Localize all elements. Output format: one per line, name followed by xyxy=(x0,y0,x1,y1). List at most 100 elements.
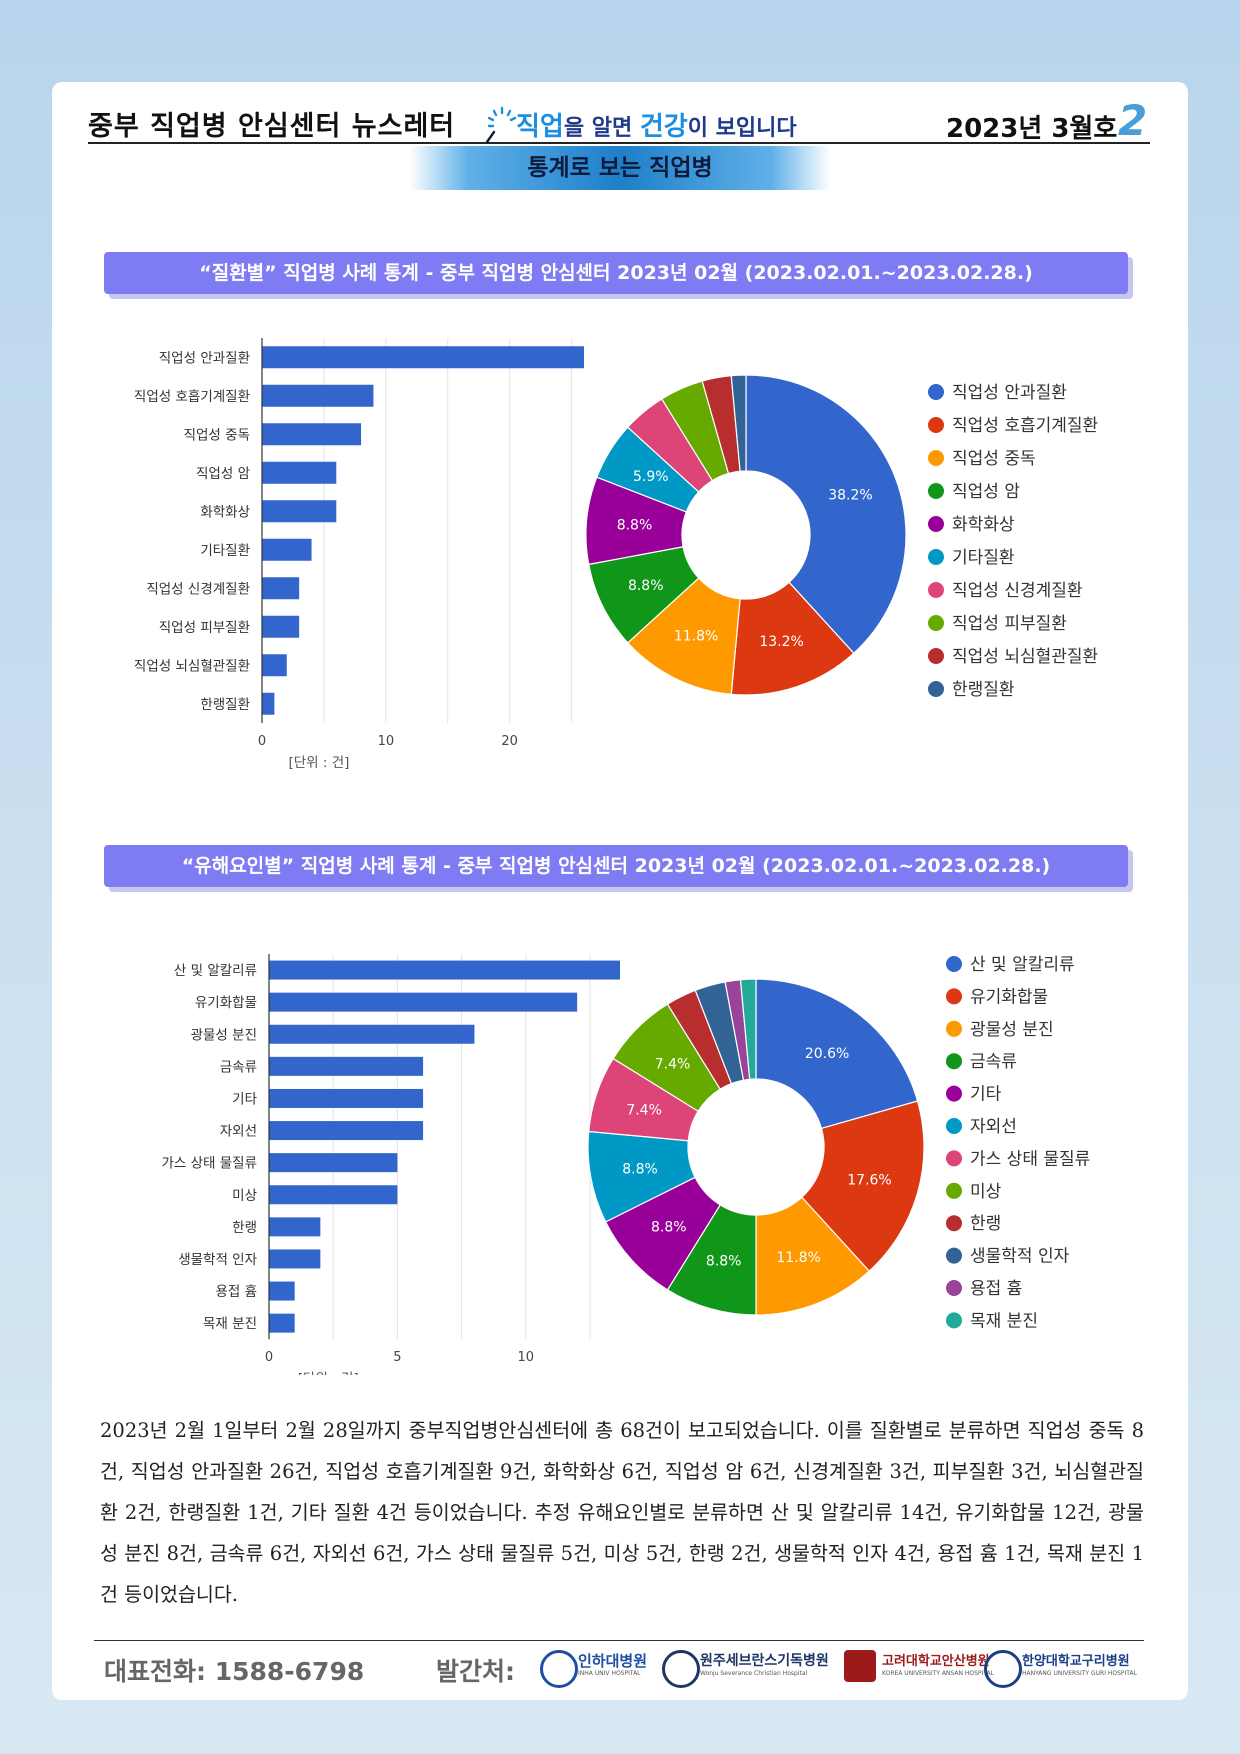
legend-swatch xyxy=(946,1020,962,1037)
section-banner: 통계로 보는 직업병 xyxy=(410,146,830,190)
slice-1 xyxy=(800,1100,925,1273)
category-label: 자외선 xyxy=(220,1124,257,1140)
legend-label: 용접 흄 xyxy=(970,1279,1022,1299)
bar-6 xyxy=(269,1153,398,1173)
bar-3 xyxy=(269,1056,424,1076)
category-label: 직업성 중독 xyxy=(184,427,250,443)
category-label: 직업성 신경계질환 xyxy=(146,581,250,597)
slice-label: 38.2% xyxy=(828,488,872,504)
bar-8 xyxy=(262,654,287,677)
slice-label: 13.2% xyxy=(759,634,803,650)
x-axis-unit-label: [단위 : 건] xyxy=(298,1371,359,1375)
disease-section-title: “질환별” 직업병 사례 통계 - 중부 직업병 안심센터 2023년 02월 … xyxy=(104,252,1128,294)
sparkle-icon xyxy=(485,106,517,144)
legend-label: 유기화합물 xyxy=(970,987,1048,1007)
category-label: 한랭 xyxy=(232,1220,257,1236)
slogan-part-a: 직업 xyxy=(516,112,564,142)
legend-label: 한랭 xyxy=(970,1214,1001,1234)
legend-swatch xyxy=(946,1085,962,1102)
slice-label: 8.8% xyxy=(617,518,653,534)
legend-label: 화학화상 xyxy=(952,515,1015,535)
hanyang-emblem-icon xyxy=(984,1650,1022,1688)
bar-8 xyxy=(269,1217,321,1237)
bar-5 xyxy=(269,1121,424,1141)
bar-1 xyxy=(262,384,374,407)
slice-label: 17.6% xyxy=(847,1172,891,1188)
x-tick-label: 5 xyxy=(393,1350,401,1365)
category-label: 유기화합물 xyxy=(195,995,257,1011)
legend-label: 직업성 신경계질환 xyxy=(952,581,1083,601)
slice-11 xyxy=(739,978,757,1080)
legend-label: 목재 분진 xyxy=(970,1311,1038,1331)
category-label: 금속류 xyxy=(220,1059,257,1075)
bar-2 xyxy=(269,1024,475,1044)
bar-5 xyxy=(262,538,312,561)
inha-emblem-icon xyxy=(540,1650,578,1688)
category-label: 생물학적 인자 xyxy=(178,1252,257,1268)
legend-label: 가스 상태 물질류 xyxy=(970,1149,1090,1169)
legend-swatch xyxy=(928,582,944,598)
slice-label: 7.4% xyxy=(626,1103,662,1119)
slice-label: 8.8% xyxy=(651,1219,687,1235)
severance-emblem-icon xyxy=(662,1650,700,1688)
x-axis-unit-label: [단위 : 건] xyxy=(288,755,349,771)
x-tick-label: 0 xyxy=(265,1350,273,1365)
legend-swatch xyxy=(946,1150,962,1167)
legend-swatch xyxy=(946,988,962,1005)
legend-swatch xyxy=(946,1215,962,1232)
bar-0 xyxy=(269,960,620,980)
newsletter-page xyxy=(52,82,1188,1700)
bar-7 xyxy=(269,1185,398,1205)
hazard-donut-chart: 20.6% 17.6% 11.8% 8.8% 8.8% 8.8% 7.4% 7.4% 산 및 알… xyxy=(587,955,1090,1331)
summary-paragraph: 2023년 2월 1일부터 2월 28일까지 중부직업병안심센터에 총 68건이… xyxy=(100,1419,1144,1606)
legend-label: 산 및 알칼리류 xyxy=(970,955,1075,975)
slogan-part-b: 을 알면 xyxy=(563,116,640,141)
category-label: 직업성 뇌심혈관질환 xyxy=(134,658,250,674)
slice-1 xyxy=(730,581,855,696)
slice-0 xyxy=(755,978,919,1130)
category-label: 직업성 암 xyxy=(196,466,250,482)
slogan-part-d: 이 보입니다 xyxy=(687,116,797,141)
header-divider xyxy=(88,142,1150,144)
legend-swatch xyxy=(928,417,944,433)
legend-swatch xyxy=(928,615,944,631)
legend-label: 미상 xyxy=(970,1182,1002,1202)
bar-2 xyxy=(262,423,362,446)
bar-4 xyxy=(262,500,337,523)
legend-swatch xyxy=(928,450,944,466)
legend-swatch xyxy=(946,1053,962,1070)
category-label: 기타 xyxy=(232,1091,257,1107)
category-label: 기타질환 xyxy=(200,543,250,559)
legend-swatch xyxy=(946,1312,962,1329)
slice-9 xyxy=(730,374,747,472)
newsletter-title: 중부 직업병 안심센터 뉴스레터 xyxy=(88,111,456,142)
bar-9 xyxy=(262,692,275,715)
legend-label: 기타 xyxy=(970,1085,1002,1105)
slogan-part-c: 건강 xyxy=(639,112,688,142)
category-label: 직업성 안과질환 xyxy=(159,350,250,366)
bar-7 xyxy=(262,615,300,638)
page-number: 2 xyxy=(1118,96,1148,145)
legend-swatch xyxy=(928,516,944,532)
slice-label: 11.8% xyxy=(776,1250,820,1266)
category-label: 직업성 호흡기계질환 xyxy=(134,389,250,405)
legend-swatch xyxy=(928,384,944,400)
korea-univ-shield-icon xyxy=(844,1650,876,1682)
bar-0 xyxy=(262,346,584,369)
bar-10 xyxy=(269,1281,295,1301)
category-label: 한랭질환 xyxy=(200,697,250,713)
footer-phone: 대표전화: 1588-6798 xyxy=(104,1657,365,1686)
legend-label: 직업성 뇌심혈관질환 xyxy=(952,647,1098,667)
category-label: 미상 xyxy=(232,1188,257,1204)
slice-0 xyxy=(745,374,907,655)
legend-swatch xyxy=(946,1182,962,1199)
legend-label: 한랭질환 xyxy=(952,680,1015,700)
category-label: 화학화상 xyxy=(200,504,250,520)
legend-label: 금속류 xyxy=(970,1052,1017,1072)
legend-swatch xyxy=(928,648,944,664)
x-tick-label: 20 xyxy=(501,734,518,749)
category-label: 용접 흄 xyxy=(215,1284,257,1300)
legend-label: 직업성 중독 xyxy=(952,449,1036,469)
